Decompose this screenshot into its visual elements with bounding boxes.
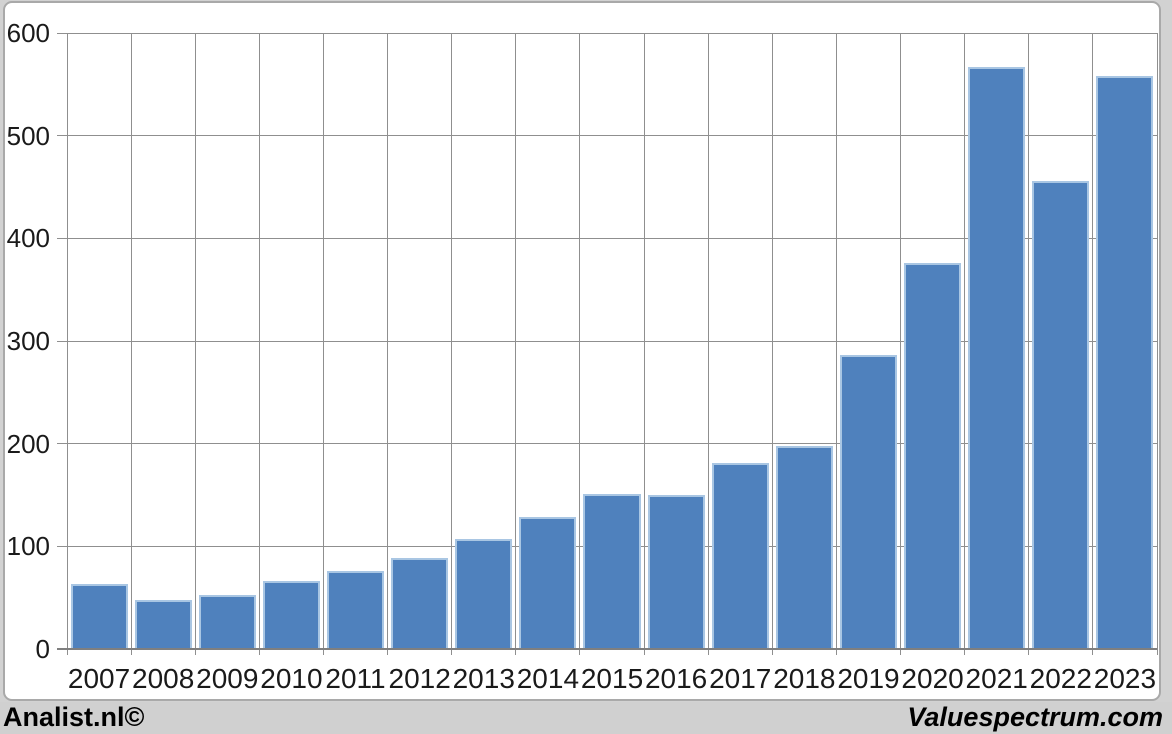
x-tick-label: 2022: [1029, 663, 1092, 694]
bar: [647, 495, 705, 649]
bar: [70, 584, 128, 649]
x-tick-label: 2012: [388, 663, 451, 694]
x-tick-label: 2016: [644, 663, 708, 694]
x-tick-label: 2017: [709, 663, 772, 694]
y-tick-label: 400: [6, 223, 50, 254]
bar: [711, 463, 769, 649]
bar: [775, 445, 833, 649]
y-tick-label: 600: [6, 18, 50, 48]
v-gridline: [258, 33, 260, 655]
v-gridline: [900, 33, 902, 655]
bar: [839, 355, 898, 649]
bar: [583, 493, 641, 649]
h-gridline: [57, 32, 1157, 34]
v-gridline: [1092, 33, 1094, 655]
bar: [455, 539, 513, 649]
chart-frame: 0 100 200 300 400 500 600 2007 2008 2009 2010 2011 2…: [3, 1, 1161, 701]
h-gridline: [57, 340, 1157, 342]
v-gridline: [579, 33, 581, 655]
bar: [326, 570, 385, 649]
bar: [198, 594, 256, 649]
v-gridline: [130, 33, 132, 655]
x-tick-label: 2011: [325, 663, 386, 694]
x-tick-label: 2008: [132, 663, 195, 694]
x-tick-label: 2013: [452, 663, 515, 694]
x-tick-label: 2009: [196, 663, 259, 694]
v-gridline: [643, 33, 645, 655]
bar: [1032, 180, 1090, 649]
y-tick-label: 0: [35, 634, 50, 664]
x-tick-label: 2020: [901, 663, 964, 694]
x-tick-label: 2018: [773, 663, 836, 694]
x-axis-line: [57, 648, 1157, 650]
v-gridline: [194, 33, 196, 655]
v-gridline: [322, 33, 324, 655]
bar: [968, 66, 1026, 649]
v-gridline: [1156, 33, 1158, 655]
v-gridline: [451, 33, 453, 655]
v-gridline: [771, 33, 773, 655]
y-tick-label: 100: [6, 531, 50, 562]
y-tick-label: 300: [6, 326, 50, 356]
x-tick-label: 2010: [260, 663, 323, 694]
y-tick-label: 500: [6, 120, 50, 151]
x-tick-label: 2015: [580, 663, 644, 694]
x-tick-label: 2007: [67, 663, 131, 694]
v-gridline: [964, 33, 966, 655]
h-gridline: [57, 135, 1157, 137]
footer-brand-analist: Analist.nl©: [3, 701, 145, 732]
v-gridline: [1028, 33, 1030, 655]
bar: [391, 557, 449, 649]
bar: [134, 599, 192, 649]
footer-band: Analist.nl© Valuespectrum.com: [0, 702, 1172, 734]
x-tick-label: 2014: [516, 663, 580, 694]
v-gridline: [387, 33, 389, 655]
h-gridline: [57, 443, 1157, 445]
y-tick-label: 200: [6, 428, 50, 459]
bar: [262, 581, 320, 649]
v-gridline: [66, 33, 68, 655]
v-gridline: [707, 33, 709, 655]
footer-brand-valuespectrum: Valuespectrum.com: [907, 701, 1163, 732]
bar: [1096, 76, 1154, 649]
x-tick-label: 2023: [1093, 663, 1157, 694]
h-gridline: [57, 237, 1157, 239]
v-gridline: [835, 33, 837, 655]
bar: [519, 516, 577, 649]
bar: [904, 262, 962, 649]
v-gridline: [515, 33, 517, 655]
x-tick-label: 2019: [837, 663, 900, 694]
x-tick-label: 2021: [965, 663, 1028, 694]
plot-area: 0 100 200 300 400 500 600 2007 2008 2009 2010 2011 2…: [7, 20, 1158, 693]
